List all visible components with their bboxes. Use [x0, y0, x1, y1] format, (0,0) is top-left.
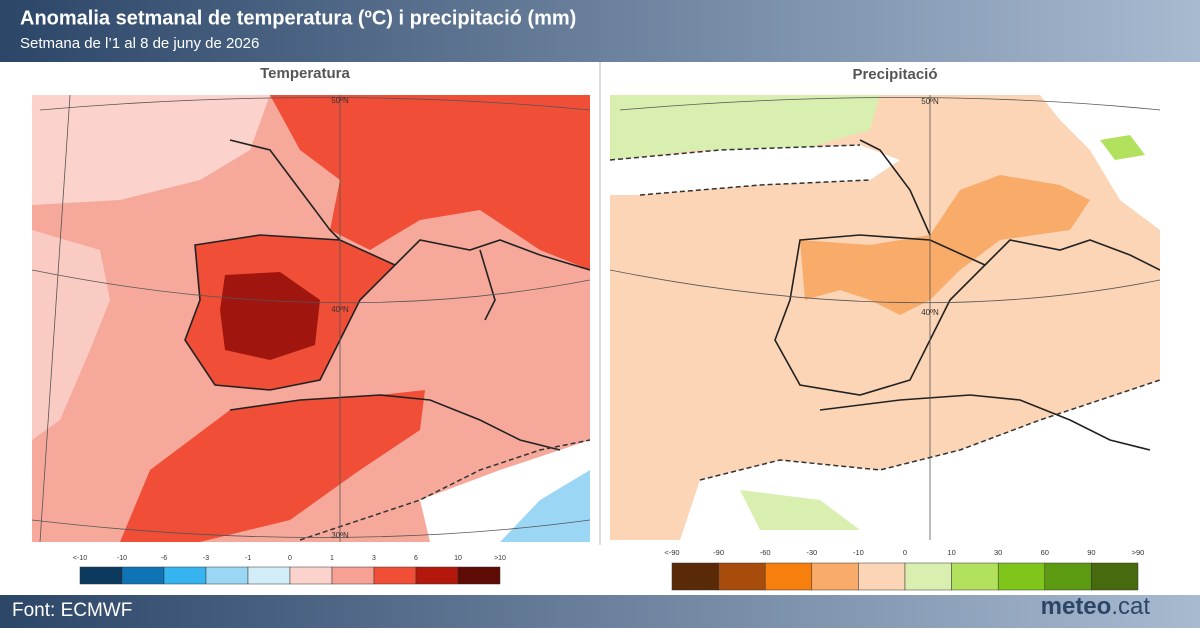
header-bar [0, 0, 1200, 62]
legend-label: >90 [1132, 548, 1145, 557]
subtitle: Setmana de l’1 al 8 de juny de 2026 [20, 35, 259, 52]
legend-swatch [951, 562, 999, 591]
legend-swatch [764, 562, 813, 591]
legend-label: -3 [203, 555, 209, 562]
legend-label: -10 [853, 548, 864, 557]
precipitation-legend: <-90 -90 -60 -30 -10 0 10 30 60 90 >90 [664, 548, 1145, 591]
legend-swatch [121, 566, 165, 585]
latitude-label: 40ºN [921, 308, 939, 317]
precipitation-map: 50ºN 40ºN [610, 95, 1160, 540]
legend-label: 10 [454, 555, 462, 562]
title: Anomalia setmanal de temperatura (ºC) i … [20, 7, 576, 29]
legend-swatch [373, 566, 417, 585]
source: Font: ECMWF [12, 600, 132, 621]
panel-title: Precipitació [852, 66, 937, 83]
legend-label: 90 [1087, 548, 1095, 557]
logo-suffix: .cat [1111, 593, 1150, 620]
legend-swatch [205, 566, 249, 585]
temperature-legend: <-10 -10 -6 -3 -1 0 1 3 6 10 >10 [73, 555, 506, 585]
legend-label: -10 [117, 555, 127, 562]
latitude-label: 40ºN [331, 305, 349, 314]
legend-label: 0 [903, 548, 907, 557]
latitude-label: 50ºN [331, 96, 349, 105]
legend-label: 6 [414, 555, 418, 562]
legend-swatch [163, 566, 207, 585]
legend-label: 10 [947, 548, 955, 557]
temperature-map: 50ºN 40ºN 30ºN [32, 95, 590, 542]
legend-swatch [289, 566, 333, 585]
legend-label: -30 [806, 548, 817, 557]
legend-swatch [1091, 562, 1139, 591]
legend-swatch [811, 562, 859, 591]
legend-label: <-90 [664, 548, 679, 557]
legend-swatch [331, 566, 375, 585]
legend-label: 3 [372, 555, 376, 562]
legend-swatch [904, 562, 952, 591]
logo: meteo.cat [1041, 593, 1151, 620]
legend-label: -90 [713, 548, 724, 557]
legend-swatch [858, 562, 906, 591]
legend-label: -60 [760, 548, 771, 557]
legend-label: >10 [494, 555, 506, 562]
legend-label: -6 [161, 555, 167, 562]
legend-swatch [415, 566, 459, 585]
legend-label: 0 [288, 555, 292, 562]
legend-label: <-10 [73, 555, 87, 562]
latitude-label: 50ºN [921, 97, 939, 106]
legend-swatch [1044, 562, 1092, 591]
legend-swatch [718, 562, 766, 591]
panel-title: Temperatura [260, 65, 350, 82]
legend-swatch [457, 566, 501, 585]
footer-bar [0, 595, 1200, 628]
latitude-label: 30ºN [331, 531, 349, 540]
legend-swatch [997, 562, 1046, 591]
legend-swatch [671, 562, 719, 591]
legend-swatch [247, 566, 291, 585]
logo-main: meteo [1041, 593, 1112, 620]
legend-label: 1 [330, 555, 334, 562]
legend-label: 60 [1041, 548, 1049, 557]
legend-label: 30 [994, 548, 1002, 557]
legend-swatch [79, 566, 123, 585]
legend-label: -1 [245, 555, 251, 562]
